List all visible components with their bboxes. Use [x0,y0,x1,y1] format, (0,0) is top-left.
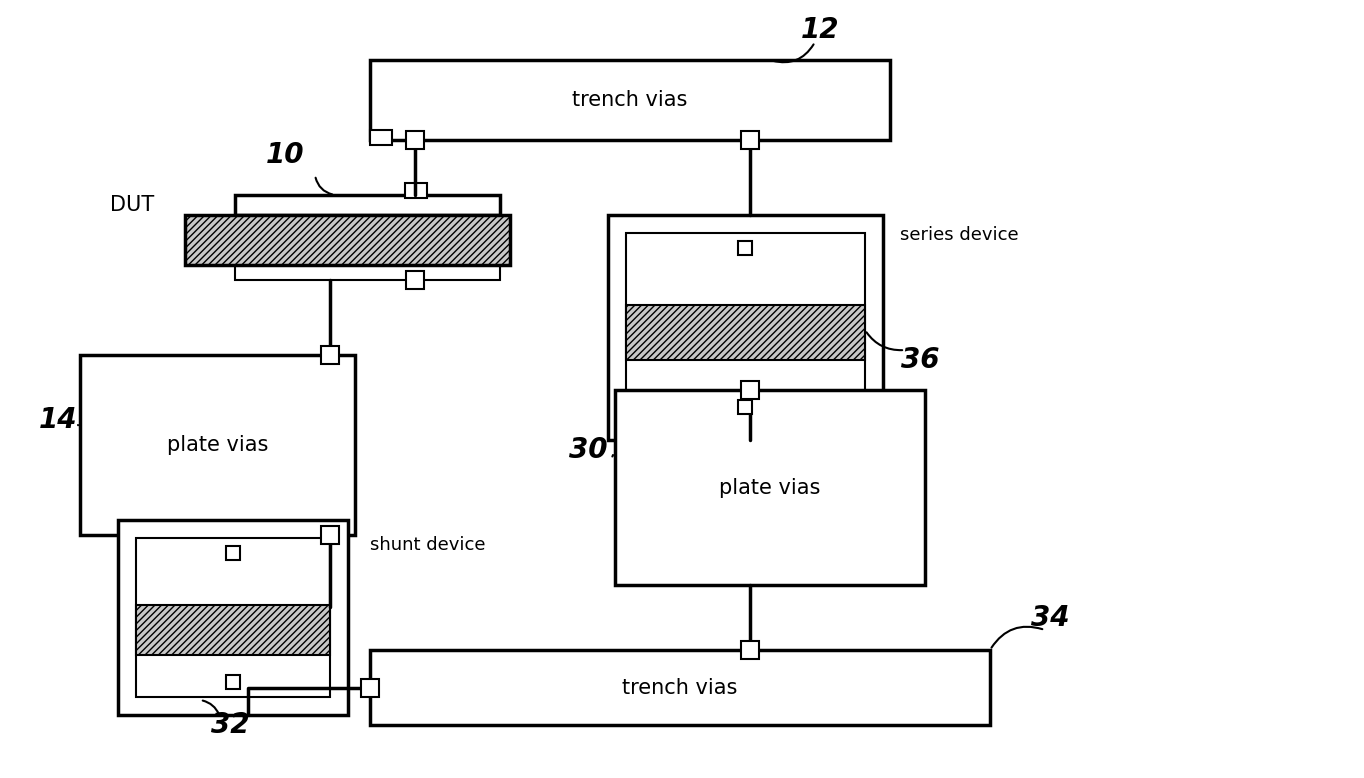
Text: 30: 30 [569,436,607,464]
Text: 14: 14 [38,406,78,434]
Bar [370,130,391,145]
Bar [406,271,424,289]
Bar [80,355,355,535]
Text: 36: 36 [900,346,940,374]
Text: shunt device: shunt device [370,536,486,554]
Bar [226,546,240,560]
Bar [741,131,758,149]
Text: plate vias: plate vias [719,478,821,497]
Text: series device: series device [900,226,1019,244]
Bar [235,265,501,280]
Bar [741,641,758,659]
Bar [626,305,865,360]
Bar [406,131,424,149]
Bar [741,381,758,399]
Bar [405,183,427,198]
Bar [608,215,883,440]
Bar [226,675,240,689]
Text: 32: 32 [211,711,250,739]
Bar [235,195,501,215]
Text: 34: 34 [1031,604,1069,632]
Bar [321,346,340,364]
Bar [136,538,330,697]
Bar [370,650,990,725]
Text: trench vias: trench vias [573,90,687,110]
Text: 12: 12 [801,16,839,44]
Text: plate vias: plate vias [166,435,269,455]
Bar [370,60,889,140]
Bar [186,215,510,265]
Bar [738,400,752,414]
Bar [119,520,348,715]
Text: DUT: DUT [110,195,154,215]
Bar [321,526,340,544]
Bar [626,233,865,422]
Text: 10: 10 [266,141,304,169]
Bar [136,605,330,655]
Bar [361,679,379,697]
Bar [738,241,752,255]
Bar [615,390,925,585]
Text: trench vias: trench vias [622,678,738,698]
